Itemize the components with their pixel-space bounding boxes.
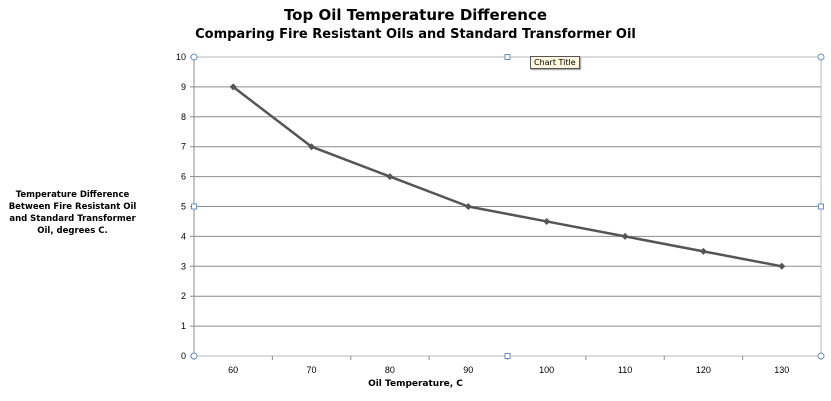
x-tick-label: 90 <box>463 365 473 375</box>
series-line <box>232 85 783 268</box>
y-axis-label: Temperature Difference Between Fire Resi… <box>8 190 137 236</box>
resize-handle-corner <box>190 352 198 360</box>
data-point <box>386 173 394 181</box>
data-point <box>543 217 551 225</box>
y-tick-label: 6 <box>181 172 186 182</box>
resize-handle-corner <box>817 352 825 360</box>
y-tick-label: 0 <box>181 351 186 361</box>
y-tick-label: 5 <box>181 202 186 212</box>
x-tick-label: 130 <box>774 365 789 375</box>
data-point <box>621 232 629 240</box>
resize-handle-side <box>504 353 511 359</box>
y-tick-label: 4 <box>181 231 186 241</box>
x-tick-label: 110 <box>618 365 632 375</box>
data-point <box>229 83 237 91</box>
y-tick-label: 1 <box>181 321 186 331</box>
y-tick-label: 2 <box>181 291 186 301</box>
data-point <box>464 203 472 210</box>
x-tick-label: 100 <box>539 365 554 375</box>
resize-handle-side <box>191 203 197 210</box>
x-tick-label: 60 <box>228 365 238 375</box>
y-tick-label: 3 <box>181 261 186 271</box>
x-tick-label: 80 <box>385 365 395 375</box>
resize-handle-side <box>504 54 511 60</box>
resize-handle-corner <box>190 53 198 61</box>
resize-handle-corner <box>817 53 825 61</box>
y-tick-label: 9 <box>181 82 186 92</box>
resize-handle-side <box>818 203 824 210</box>
chart-title: Top Oil Temperature Difference <box>283 6 548 24</box>
x-tick-label: 120 <box>696 365 711 375</box>
chart-title-tooltip: Chart Title <box>530 56 580 69</box>
y-tick-label: 10 <box>176 52 186 62</box>
y-tick-label: 8 <box>181 112 186 122</box>
chart-subtitle: Comparing Fire Resistant Oils and Standa… <box>195 27 636 42</box>
data-point <box>699 247 707 255</box>
x-tick-label: 70 <box>307 365 317 375</box>
x-axis-label: Oil Temperature, C <box>368 379 463 389</box>
data-point <box>778 262 786 270</box>
data-point <box>308 143 316 151</box>
y-tick-label: 7 <box>181 142 186 152</box>
